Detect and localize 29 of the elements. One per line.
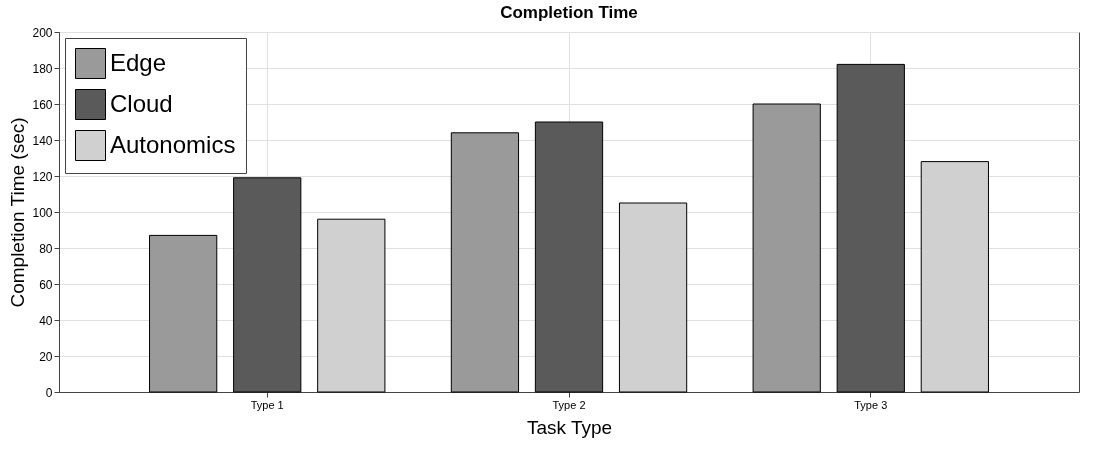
legend-label: Autonomics [110,130,236,158]
y-tick-label: 80 [39,241,53,256]
y-tick-label: 160 [32,97,53,112]
legend-label: Edge [110,48,167,76]
y-tick-label: 40 [39,313,53,328]
x-tick-label: Type 1 [250,398,284,411]
bar [149,234,218,393]
x-tick-label: Type 2 [552,398,586,411]
y-tick-label: 140 [32,133,53,148]
bar [233,177,302,393]
bar [920,161,989,393]
y-tick-label: 0 [45,385,53,400]
y-tick-label: 200 [32,25,53,40]
bar [317,218,386,393]
bar [450,132,520,393]
y-tick-label: 100 [32,205,53,220]
bar [618,202,688,393]
x-axis-title: Task Type [526,416,613,438]
y-tick-label: 60 [39,277,53,292]
x-tick-label: Type 3 [854,398,888,411]
y-tick-label: 180 [32,61,53,76]
bar [534,121,604,393]
y-axis-title: Completion Time (sec) [7,117,29,308]
legend-label: Cloud [110,89,173,117]
bar [836,63,905,393]
y-tick-label: 120 [32,169,53,184]
bar [752,103,821,393]
y-tick-label: 20 [39,349,53,364]
chart-title: Completion Time [500,3,638,22]
